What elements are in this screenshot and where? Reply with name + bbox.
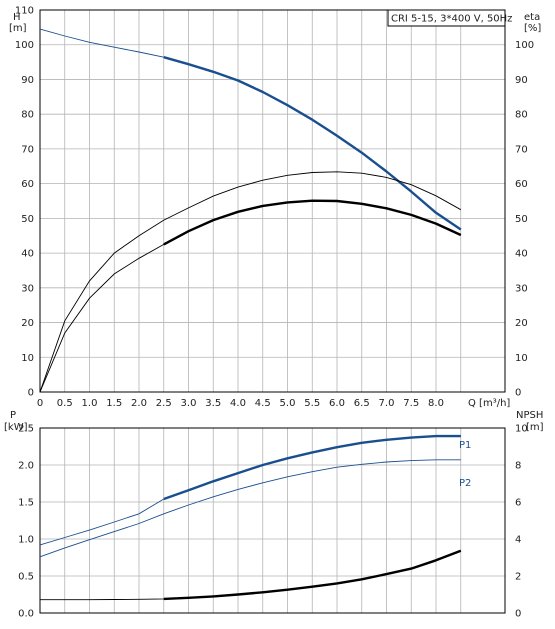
bottom-series-1-line xyxy=(39,459,461,558)
x-tick-label: 3.0 xyxy=(181,398,197,409)
x-tick-label: 7.5 xyxy=(403,398,419,409)
top-right-tick-label: 60 xyxy=(515,179,528,190)
bottom-series-2-operating-range xyxy=(163,549,462,601)
top-left-tick-label: 80 xyxy=(21,110,34,121)
bottom-right-tick-label: 4 xyxy=(515,535,521,546)
bottom-left-tick-label: 2.0 xyxy=(18,461,34,472)
bottom-chart-series xyxy=(39,434,462,601)
top-right-tick-label: 90 xyxy=(515,75,528,86)
x-tick-label: 0.5 xyxy=(57,398,73,409)
x-tick-label: 6.5 xyxy=(354,398,370,409)
top-series-0-operating-range xyxy=(163,56,462,231)
top-left-tick-label: 10 xyxy=(21,353,34,364)
top-left-tick-label: 50 xyxy=(21,214,34,225)
bottom-left-tick-label: 0.0 xyxy=(18,609,34,620)
top-right-tick-label: 30 xyxy=(515,283,528,294)
top-series-0-line xyxy=(39,28,462,230)
bottom-left-tick-label: 1.5 xyxy=(18,498,34,509)
top-right-tick-label: 0 xyxy=(515,388,521,399)
x-tick-label: 8.0 xyxy=(428,398,444,409)
chart-title-box xyxy=(387,9,506,27)
bottom-left-tick-label: 2.5 xyxy=(18,424,34,435)
x-tick-label: 1.0 xyxy=(82,398,98,409)
bottom-right-tick-label: 10 xyxy=(515,424,528,435)
series-label-p2: P2 xyxy=(459,478,471,489)
top-left-tick-label: 30 xyxy=(21,283,34,294)
top-left-tick-label: 60 xyxy=(21,179,34,190)
top-chart-series xyxy=(39,28,462,393)
x-tick-label: 5.0 xyxy=(280,398,296,409)
top-right-axis-unit: [%] xyxy=(524,23,541,34)
top-right-tick-label: 20 xyxy=(515,318,528,329)
x-tick-label: 0 xyxy=(37,398,43,409)
top-right-tick-label: 50 xyxy=(515,214,528,225)
top-left-tick-label: 0 xyxy=(28,388,34,399)
x-axis-label: Q [m³/h] xyxy=(468,398,510,409)
bottom-right-tick-label: 0 xyxy=(515,609,521,620)
top-chart-grid xyxy=(40,9,505,392)
x-tick-label: 3.5 xyxy=(205,398,221,409)
top-chart-ticks: 0 0.5 1.0 1.5 2.0 2.5 3.0 3.5 4.0 4.5 5.0 5.5 6.0 6.5… xyxy=(15,6,534,410)
top-right-tick-label: 40 xyxy=(515,249,528,260)
top-right-axis-label: eta xyxy=(524,12,540,23)
bottom-series-0-line xyxy=(39,435,461,546)
top-right-tick-label: 10 xyxy=(515,353,528,364)
top-series-2-line xyxy=(39,200,461,393)
bottom-right-tick-label: 6 xyxy=(515,498,521,509)
bottom-left-axis-unit: [kW] xyxy=(4,422,28,433)
bottom-left-axis-label: P xyxy=(10,410,16,421)
top-series-2-operating-range xyxy=(163,199,462,246)
top-left-tick-label: 70 xyxy=(21,144,34,155)
series-label-p1: P1 xyxy=(459,440,471,451)
x-tick-label: 5.5 xyxy=(304,398,320,409)
bottom-left-tick-label: 0.5 xyxy=(18,572,34,583)
top-plot-frame xyxy=(39,9,506,393)
top-right-tick-label: 100 xyxy=(515,40,534,51)
top-right-tick-label: 70 xyxy=(515,144,528,155)
x-tick-label: 7.0 xyxy=(379,398,395,409)
x-tick-label: 4.5 xyxy=(255,398,271,409)
bottom-right-axis-unit: [m] xyxy=(526,422,544,433)
top-series-1-line xyxy=(39,171,462,393)
chart-title: CRI 5-15, 3*400 V, 50Hz xyxy=(391,14,512,25)
bottom-left-tick-label: 1.0 xyxy=(18,535,34,546)
bottom-right-tick-label: 8 xyxy=(515,461,521,472)
top-left-tick-label: 40 xyxy=(21,249,34,260)
bottom-right-axis-label: NPSH xyxy=(516,410,543,421)
x-tick-label: 2.0 xyxy=(131,398,147,409)
top-left-tick-label: 20 xyxy=(21,318,34,329)
x-tick-label: 2.5 xyxy=(156,398,172,409)
bottom-series-0-operating-range xyxy=(163,434,461,501)
top-left-axis-unit: [m] xyxy=(9,23,27,34)
bottom-chart-ticks: 0.0 0.5 1.0 1.5 2.0 2.5 0 2 4 6 8 10 xyxy=(18,424,528,620)
x-tick-label: 1.5 xyxy=(106,398,122,409)
bottom-right-tick-label: 2 xyxy=(515,572,521,583)
x-tick-label: 4.0 xyxy=(230,398,246,409)
bottom-plot-frame xyxy=(39,427,506,614)
top-left-tick-label: 90 xyxy=(21,75,34,86)
top-left-tick-label: 100 xyxy=(15,40,34,51)
bottom-chart-grid xyxy=(40,427,505,613)
x-tick-label: 6.0 xyxy=(329,398,345,409)
top-left-tick-label: 110 xyxy=(15,6,34,17)
top-right-tick-label: 80 xyxy=(515,110,528,121)
top-left-axis-label: H xyxy=(13,12,21,23)
